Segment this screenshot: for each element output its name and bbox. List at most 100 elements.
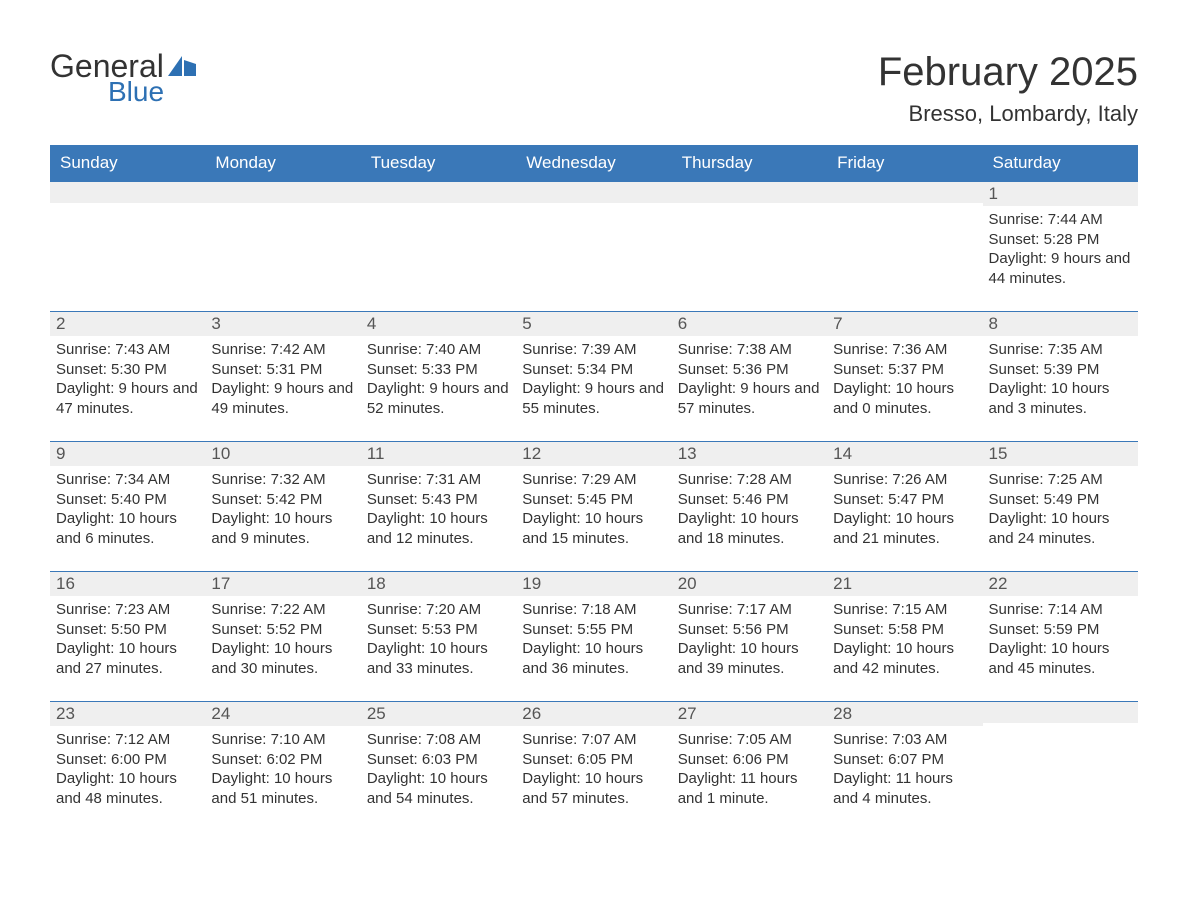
- day-number: [827, 181, 982, 203]
- daylight-text: Daylight: 10 hours and 9 minutes.: [211, 509, 354, 548]
- daylight-text: Daylight: 10 hours and 27 minutes.: [56, 639, 199, 678]
- day-body: Sunrise: 7:25 AMSunset: 5:49 PMDaylight:…: [983, 466, 1138, 554]
- brand-logo: General Blue: [50, 50, 196, 106]
- sunrise-text: Sunrise: 7:43 AM: [56, 340, 199, 360]
- weekday-header: Sunday: [50, 145, 205, 181]
- day-number: 20: [672, 571, 827, 596]
- weekday-header-row: Sunday Monday Tuesday Wednesday Thursday…: [50, 145, 1138, 181]
- sunrise-text: Sunrise: 7:12 AM: [56, 730, 199, 750]
- day-number: 11: [361, 441, 516, 466]
- daylight-text: Daylight: 10 hours and 15 minutes.: [522, 509, 665, 548]
- day-number: [50, 181, 205, 203]
- brand-word-2: Blue: [108, 78, 196, 106]
- weekday-header: Monday: [205, 145, 360, 181]
- day-body: Sunrise: 7:29 AMSunset: 5:45 PMDaylight:…: [516, 466, 671, 554]
- daylight-text: Daylight: 10 hours and 51 minutes.: [211, 769, 354, 808]
- calendar-cell: 15Sunrise: 7:25 AMSunset: 5:49 PMDayligh…: [983, 441, 1138, 571]
- calendar-week-row: 16Sunrise: 7:23 AMSunset: 5:50 PMDayligh…: [50, 571, 1138, 701]
- sunset-text: Sunset: 5:49 PM: [989, 490, 1132, 510]
- calendar-cell: [672, 181, 827, 311]
- title-block: February 2025 Bresso, Lombardy, Italy: [878, 50, 1138, 127]
- day-number: 19: [516, 571, 671, 596]
- daylight-text: Daylight: 10 hours and 18 minutes.: [678, 509, 821, 548]
- month-title: February 2025: [878, 50, 1138, 95]
- calendar-week-row: 1Sunrise: 7:44 AMSunset: 5:28 PMDaylight…: [50, 181, 1138, 311]
- sunset-text: Sunset: 5:33 PM: [367, 360, 510, 380]
- day-number: [983, 701, 1138, 723]
- day-body: Sunrise: 7:14 AMSunset: 5:59 PMDaylight:…: [983, 596, 1138, 684]
- day-number: 24: [205, 701, 360, 726]
- daylight-text: Daylight: 10 hours and 30 minutes.: [211, 639, 354, 678]
- day-number: [361, 181, 516, 203]
- calendar-cell: 4Sunrise: 7:40 AMSunset: 5:33 PMDaylight…: [361, 311, 516, 441]
- day-body: Sunrise: 7:35 AMSunset: 5:39 PMDaylight:…: [983, 336, 1138, 424]
- daylight-text: Daylight: 10 hours and 39 minutes.: [678, 639, 821, 678]
- daylight-text: Daylight: 9 hours and 55 minutes.: [522, 379, 665, 418]
- sunrise-text: Sunrise: 7:10 AM: [211, 730, 354, 750]
- sunset-text: Sunset: 5:52 PM: [211, 620, 354, 640]
- day-body: Sunrise: 7:31 AMSunset: 5:43 PMDaylight:…: [361, 466, 516, 554]
- sunrise-text: Sunrise: 7:42 AM: [211, 340, 354, 360]
- daylight-text: Daylight: 9 hours and 49 minutes.: [211, 379, 354, 418]
- day-body: Sunrise: 7:43 AMSunset: 5:30 PMDaylight:…: [50, 336, 205, 424]
- calendar-cell: 14Sunrise: 7:26 AMSunset: 5:47 PMDayligh…: [827, 441, 982, 571]
- sunset-text: Sunset: 5:50 PM: [56, 620, 199, 640]
- day-body: Sunrise: 7:10 AMSunset: 6:02 PMDaylight:…: [205, 726, 360, 814]
- day-number: 5: [516, 311, 671, 336]
- calendar-cell: 25Sunrise: 7:08 AMSunset: 6:03 PMDayligh…: [361, 701, 516, 831]
- day-number: 14: [827, 441, 982, 466]
- sunrise-text: Sunrise: 7:38 AM: [678, 340, 821, 360]
- calendar-table: Sunday Monday Tuesday Wednesday Thursday…: [50, 145, 1138, 831]
- sunset-text: Sunset: 5:55 PM: [522, 620, 665, 640]
- daylight-text: Daylight: 9 hours and 47 minutes.: [56, 379, 199, 418]
- day-number: 22: [983, 571, 1138, 596]
- sunset-text: Sunset: 5:56 PM: [678, 620, 821, 640]
- sunset-text: Sunset: 5:53 PM: [367, 620, 510, 640]
- sunrise-text: Sunrise: 7:18 AM: [522, 600, 665, 620]
- day-body: Sunrise: 7:12 AMSunset: 6:00 PMDaylight:…: [50, 726, 205, 814]
- sunrise-text: Sunrise: 7:15 AM: [833, 600, 976, 620]
- sunset-text: Sunset: 6:05 PM: [522, 750, 665, 770]
- weekday-header: Saturday: [983, 145, 1138, 181]
- day-body: Sunrise: 7:20 AMSunset: 5:53 PMDaylight:…: [361, 596, 516, 684]
- daylight-text: Daylight: 10 hours and 3 minutes.: [989, 379, 1132, 418]
- daylight-text: Daylight: 10 hours and 57 minutes.: [522, 769, 665, 808]
- day-number: 8: [983, 311, 1138, 336]
- sunset-text: Sunset: 6:03 PM: [367, 750, 510, 770]
- day-number: 13: [672, 441, 827, 466]
- calendar-cell: 27Sunrise: 7:05 AMSunset: 6:06 PMDayligh…: [672, 701, 827, 831]
- top-bar: General Blue February 2025 Bresso, Lomba…: [50, 50, 1138, 127]
- daylight-text: Daylight: 11 hours and 4 minutes.: [833, 769, 976, 808]
- day-number: 21: [827, 571, 982, 596]
- sunset-text: Sunset: 5:36 PM: [678, 360, 821, 380]
- day-number: 9: [50, 441, 205, 466]
- sunrise-text: Sunrise: 7:20 AM: [367, 600, 510, 620]
- weekday-header: Wednesday: [516, 145, 671, 181]
- calendar-cell: 28Sunrise: 7:03 AMSunset: 6:07 PMDayligh…: [827, 701, 982, 831]
- day-body: Sunrise: 7:38 AMSunset: 5:36 PMDaylight:…: [672, 336, 827, 424]
- day-number: 26: [516, 701, 671, 726]
- calendar-cell: 7Sunrise: 7:36 AMSunset: 5:37 PMDaylight…: [827, 311, 982, 441]
- day-number: 23: [50, 701, 205, 726]
- daylight-text: Daylight: 11 hours and 1 minute.: [678, 769, 821, 808]
- sunrise-text: Sunrise: 7:36 AM: [833, 340, 976, 360]
- day-body: Sunrise: 7:03 AMSunset: 6:07 PMDaylight:…: [827, 726, 982, 814]
- daylight-text: Daylight: 9 hours and 44 minutes.: [989, 249, 1132, 288]
- sunset-text: Sunset: 5:37 PM: [833, 360, 976, 380]
- calendar-cell: [205, 181, 360, 311]
- sunrise-text: Sunrise: 7:22 AM: [211, 600, 354, 620]
- calendar-cell: [361, 181, 516, 311]
- sunset-text: Sunset: 5:40 PM: [56, 490, 199, 510]
- daylight-text: Daylight: 9 hours and 52 minutes.: [367, 379, 510, 418]
- calendar-cell: 13Sunrise: 7:28 AMSunset: 5:46 PMDayligh…: [672, 441, 827, 571]
- calendar-cell: 11Sunrise: 7:31 AMSunset: 5:43 PMDayligh…: [361, 441, 516, 571]
- day-number: 3: [205, 311, 360, 336]
- calendar-cell: 3Sunrise: 7:42 AMSunset: 5:31 PMDaylight…: [205, 311, 360, 441]
- daylight-text: Daylight: 9 hours and 57 minutes.: [678, 379, 821, 418]
- calendar-cell: [983, 701, 1138, 831]
- sunrise-text: Sunrise: 7:35 AM: [989, 340, 1132, 360]
- sunset-text: Sunset: 5:46 PM: [678, 490, 821, 510]
- day-number: 1: [983, 181, 1138, 206]
- day-body: Sunrise: 7:32 AMSunset: 5:42 PMDaylight:…: [205, 466, 360, 554]
- daylight-text: Daylight: 10 hours and 24 minutes.: [989, 509, 1132, 548]
